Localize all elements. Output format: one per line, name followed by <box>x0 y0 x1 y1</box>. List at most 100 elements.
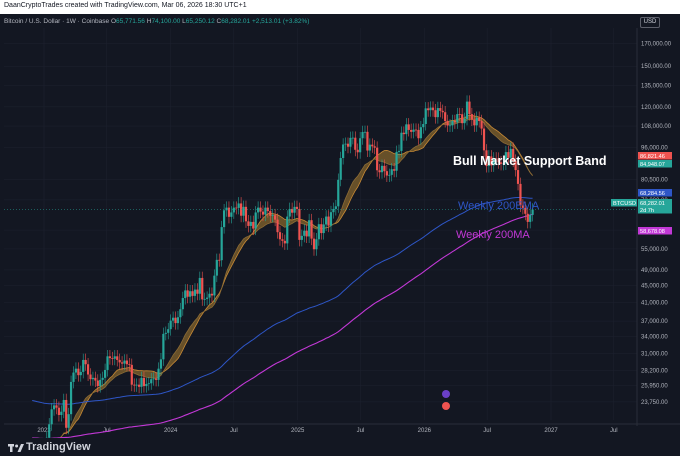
candle-body <box>137 384 141 387</box>
candle-body <box>82 359 85 372</box>
candle-body <box>300 235 303 240</box>
price-tag-label: 86,821.46 <box>640 154 665 160</box>
candle-body <box>91 377 95 380</box>
event-marker-icon <box>442 390 450 398</box>
candle-body <box>179 309 182 318</box>
candle-body <box>247 221 250 226</box>
price-tag: 68,284.56 <box>638 189 672 197</box>
y-tick-label: 28,200.00 <box>641 369 668 375</box>
candle-body <box>184 290 187 299</box>
candle-body <box>215 259 218 276</box>
price-tag: 68,282.01 <box>638 199 672 207</box>
low-value: 65,250.12 <box>185 18 215 25</box>
candle-body <box>288 208 291 217</box>
candle-body <box>69 381 73 415</box>
candle-body <box>434 110 437 118</box>
candle-body <box>193 289 197 296</box>
candle-body <box>514 160 517 171</box>
candle-body <box>334 206 337 209</box>
candle-body <box>478 117 481 122</box>
price-tag: 84,948.07 <box>638 160 672 168</box>
candle-body <box>407 124 410 130</box>
candle-body <box>227 207 231 217</box>
candle-body <box>74 368 78 373</box>
candle-body <box>431 107 435 111</box>
candle-body <box>72 372 75 382</box>
candle-body <box>419 127 422 139</box>
candle-body <box>269 211 272 216</box>
y-tick-label: 80,500.00 <box>641 178 668 184</box>
candle-body <box>439 108 442 111</box>
candle-body <box>249 221 252 226</box>
candle-body <box>402 132 405 135</box>
low-label: L <box>182 18 186 25</box>
candle-body <box>196 289 199 294</box>
candle-body <box>531 209 534 215</box>
candle-body <box>359 138 362 153</box>
candle-body <box>67 414 70 428</box>
candle-body <box>154 378 158 380</box>
candle-body <box>50 409 53 425</box>
candle-body <box>444 112 447 122</box>
earnings-marker-icon <box>442 402 450 410</box>
candle-body <box>405 124 408 135</box>
candle-body <box>412 129 415 132</box>
candle-body <box>436 108 439 118</box>
x-tick-label: Jul <box>610 428 618 434</box>
candle-body <box>480 121 483 129</box>
chart-annotation: Weekly 200EMA <box>458 200 540 212</box>
candle-body <box>487 156 490 167</box>
candle-body <box>339 158 342 180</box>
candle-body <box>278 232 282 240</box>
candle-body <box>414 129 418 131</box>
candle-body <box>150 379 153 384</box>
chart-area[interactable] <box>0 14 680 438</box>
candle-body <box>232 207 235 213</box>
candle-body <box>361 132 364 139</box>
candle-body <box>120 362 124 364</box>
candle-body <box>191 291 194 296</box>
price-tag-box <box>638 160 672 168</box>
currency-button[interactable]: USD <box>640 17 660 28</box>
candle-body <box>198 277 201 294</box>
candle-body <box>346 143 350 147</box>
candle-body <box>473 119 476 126</box>
price-tag: 58,678.08 <box>638 227 672 235</box>
candle-body <box>502 163 505 165</box>
candle-body <box>48 424 51 438</box>
candle-body <box>266 207 269 212</box>
candle-body <box>167 329 170 333</box>
x-tick-label: 2027 <box>544 428 558 434</box>
candle-body <box>159 359 163 369</box>
candle-body <box>342 144 345 159</box>
candle-body <box>142 377 146 387</box>
candle-body <box>237 203 240 208</box>
candle-body <box>427 108 430 111</box>
candle-body <box>320 224 323 234</box>
candle-body <box>509 148 512 158</box>
candle-body <box>373 146 376 148</box>
candle-body <box>89 374 92 380</box>
ema200-line <box>32 197 533 405</box>
candle-body <box>312 238 316 250</box>
x-tick-label: Jul <box>357 428 365 434</box>
ohlc-legend: Bitcoin / U.S. Dollar · 1W · Coinbase O6… <box>4 18 309 25</box>
candle-body <box>242 206 245 216</box>
candle-body <box>128 364 131 366</box>
candle-body <box>422 124 425 128</box>
candle-body <box>492 158 495 166</box>
candle-body <box>259 207 262 212</box>
candle-body <box>84 359 87 365</box>
candle-body <box>274 215 277 220</box>
candle-body <box>116 356 119 360</box>
candle-body <box>152 378 155 380</box>
candle-body <box>441 110 444 113</box>
candle-body <box>298 208 301 240</box>
y-tick-label: 120,000.00 <box>641 105 672 111</box>
candle-body <box>101 377 104 380</box>
candle-body <box>495 158 498 160</box>
candle-body <box>201 277 204 300</box>
candle-body <box>181 298 184 310</box>
candle-body <box>176 317 180 324</box>
